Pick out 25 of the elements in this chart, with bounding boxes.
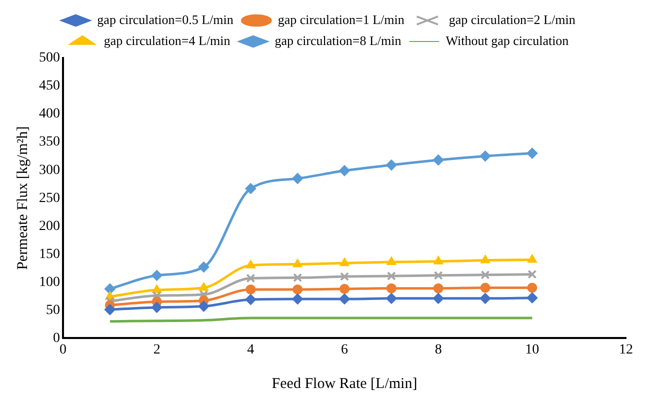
legend-label: gap circulation=4 L/min — [104, 32, 231, 48]
legend-label: Without gap circulation — [446, 32, 570, 48]
y-tick-label: 100 — [39, 274, 60, 290]
y-tick-label: 450 — [39, 78, 60, 94]
y-tick-label: 300 — [39, 162, 60, 178]
x-tick-label: 2 — [153, 342, 160, 358]
legend-label: gap circulation=8 L/min — [274, 32, 402, 48]
legend-label: gap circulation=2 L/min — [448, 12, 576, 27]
x-tick-label: 4 — [247, 342, 254, 358]
legend-label: gap circulation=0.5 L/min — [97, 12, 234, 27]
y-tick-label: 0 — [53, 330, 60, 346]
y-tick-label: 200 — [39, 218, 60, 234]
x-tick-label: 10 — [525, 342, 540, 358]
x-tick-label: 6 — [341, 342, 348, 358]
y-tick-label: 350 — [39, 134, 60, 150]
x-axis-title: Feed Flow Rate [L/min] — [272, 376, 418, 392]
legend-label: gap circulation=1 L/min — [278, 12, 405, 27]
y-tick-label: 400 — [39, 106, 60, 122]
y-tick-label: 250 — [39, 190, 60, 206]
y-axis-title: Permeate Flux [kg/m²h] — [14, 126, 31, 270]
x-tick-label: 12 — [619, 342, 633, 358]
y-tick-label: 500 — [39, 50, 60, 66]
y-tick-label: 150 — [39, 246, 60, 262]
x-tick-label: 8 — [434, 342, 442, 358]
y-tick-label: 50 — [46, 302, 60, 318]
